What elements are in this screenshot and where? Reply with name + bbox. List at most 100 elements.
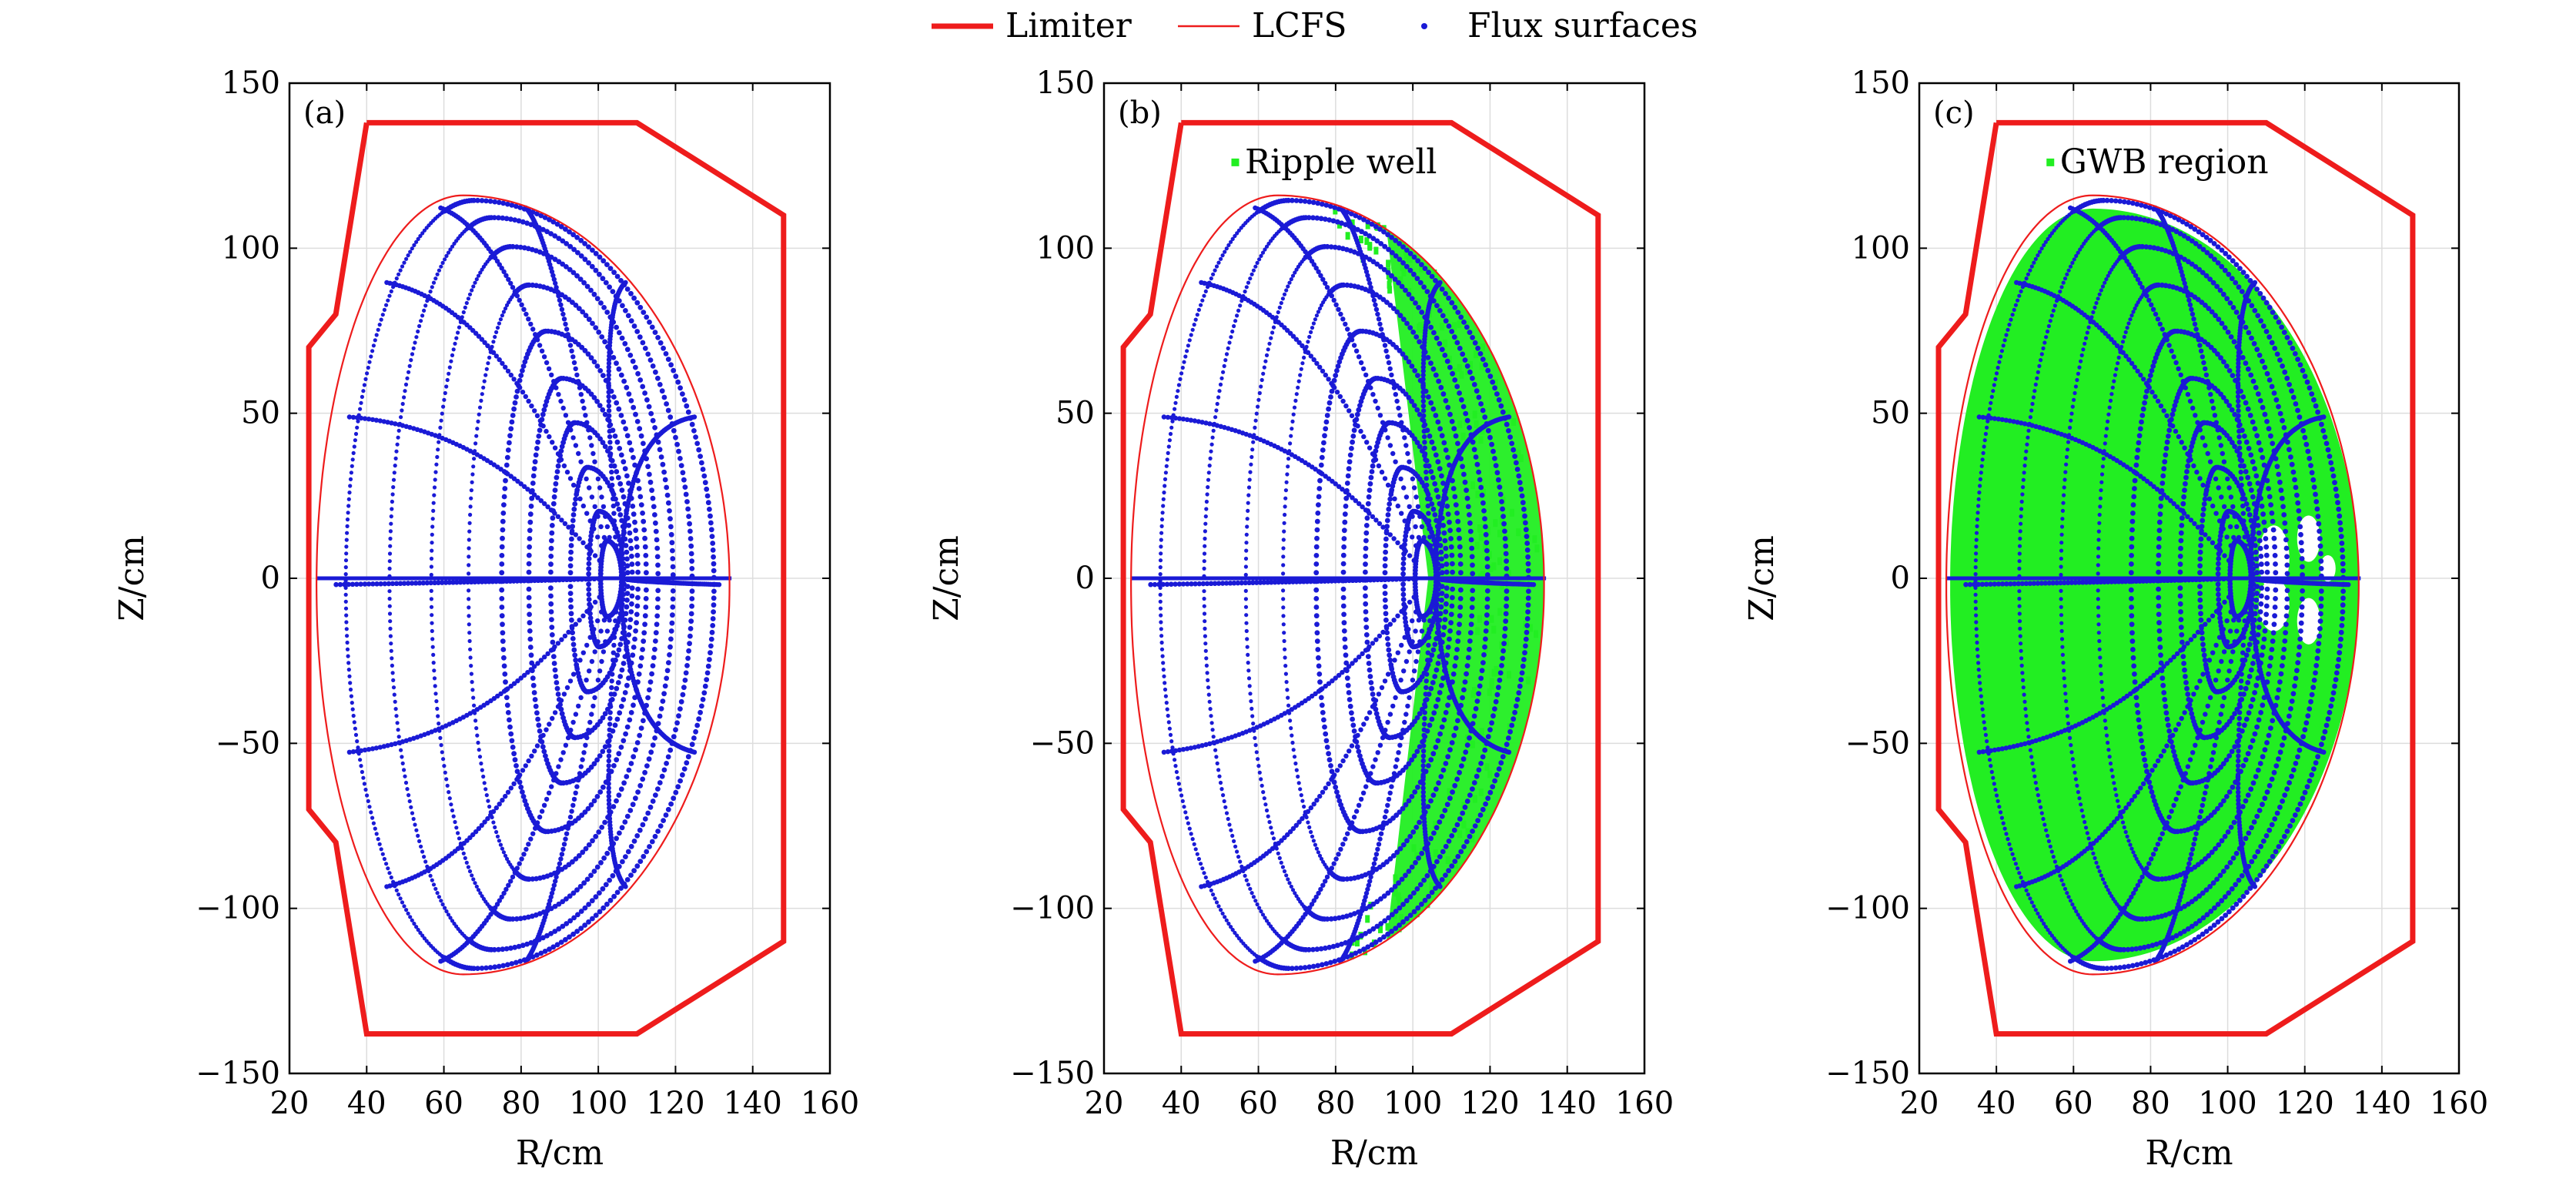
flux-dot: [645, 810, 651, 816]
flux-dot: [606, 385, 611, 390]
flux-dot: [1492, 706, 1497, 712]
flux-dot: [607, 445, 613, 450]
flux-dot: [398, 268, 403, 273]
flux-dot: [406, 911, 410, 916]
flux-dot: [345, 640, 350, 645]
flux-dot: [1367, 233, 1373, 239]
flux-dot: [1393, 253, 1399, 259]
flux-dot: [1404, 916, 1410, 922]
flux-dot: [496, 946, 501, 953]
flux-dot: [541, 354, 547, 360]
flux-dot: [1460, 756, 1467, 762]
flux-dot: [568, 611, 574, 617]
flux-dot: [621, 532, 626, 537]
flux-dot: [1474, 773, 1480, 779]
flux-dot: [1236, 936, 1241, 941]
flux-dot: [685, 506, 691, 512]
flux-dot: [1207, 699, 1212, 704]
flux-dot: [548, 931, 554, 936]
flux-dot: [1165, 707, 1169, 712]
flux-dot: [573, 657, 579, 663]
flux-dot: [617, 710, 623, 716]
ripple-dot: [1465, 828, 1470, 836]
flux-dot: [647, 679, 654, 685]
flux-dot: [587, 719, 593, 725]
flux-dot: [1369, 221, 1375, 227]
flux-dot: [478, 270, 483, 275]
flux-dot: [1158, 592, 1163, 597]
flux-dot: [1451, 334, 1457, 340]
flux-dot: [1254, 411, 1259, 416]
flux-dot: [610, 872, 616, 879]
flux-dot: [1383, 604, 1388, 610]
flux-dot: [1214, 755, 1219, 759]
flux-dot: [1199, 862, 1203, 866]
flux-dot: [1289, 726, 1293, 731]
flux-dot: [1447, 747, 1453, 753]
flux-dot: [1183, 354, 1188, 359]
flux-dot: [1195, 852, 1199, 856]
flux-dot: [532, 697, 538, 702]
flux-dot: [661, 394, 667, 400]
flux-dot: [637, 827, 643, 833]
flux-dot: [1364, 639, 1370, 645]
flux-dot: [1160, 654, 1165, 658]
flux-dot: [498, 317, 503, 322]
flux-dot: [581, 750, 587, 755]
flux-dot: [1451, 426, 1457, 432]
flux-dot: [606, 798, 612, 803]
flux-dot: [1506, 735, 1511, 741]
flux-dot: [1509, 722, 1515, 728]
flux-dot: [1443, 398, 1449, 403]
flux-dot: [345, 524, 350, 529]
flux-dot: [621, 378, 627, 384]
flux-dot: [1457, 613, 1463, 619]
flux-dot: [1335, 794, 1341, 799]
flux-dot: [562, 633, 568, 639]
flux-dot: [1363, 569, 1368, 575]
flux-dot: [578, 926, 584, 931]
flux-dot: [411, 426, 417, 431]
flux-dot: [567, 476, 574, 481]
flux-dot: [622, 633, 627, 639]
flux-dot: [390, 581, 396, 587]
flux-dot: [1406, 869, 1412, 874]
flux-dot: [628, 609, 634, 614]
flux-dot: [1497, 678, 1503, 683]
flux-dot: [1383, 543, 1389, 548]
flux-dot: [396, 422, 402, 427]
flux-dot: [671, 795, 677, 802]
flux-dot: [705, 500, 711, 506]
flux-dot: [520, 768, 526, 773]
flux-dot: [365, 793, 370, 798]
flux-dot: [1262, 796, 1266, 801]
flux-dot: [702, 480, 708, 486]
flux-dot: [1280, 865, 1285, 869]
flux-dot: [1384, 517, 1390, 524]
flux-dot: [1403, 619, 1409, 625]
flux-dot: [648, 410, 654, 417]
flux-dot: [1311, 839, 1316, 843]
flux-dot: [1264, 244, 1270, 249]
flux-dot: [582, 905, 588, 911]
flux-dot: [527, 519, 534, 525]
flux-dot: [1363, 609, 1369, 614]
flux-dot: [1524, 616, 1531, 621]
flux-dot: [1187, 338, 1192, 343]
flux-dot: [550, 944, 557, 950]
flux-dot: [431, 280, 437, 285]
flux-dot: [606, 372, 611, 378]
flux-dot: [607, 732, 612, 738]
flux-dot: [560, 750, 566, 755]
ripple-dot: [1386, 260, 1391, 268]
flux-dot: [1400, 591, 1407, 598]
flux-dot: [1326, 400, 1333, 406]
flux-dot: [618, 703, 624, 709]
flux-dot: [540, 226, 546, 233]
flux-dot: [436, 447, 440, 452]
flux-dot: [693, 728, 698, 735]
flux-dot: [1306, 820, 1310, 825]
flux-dot: [629, 569, 635, 575]
flux-dot: [456, 330, 460, 335]
flux-dot: [493, 805, 499, 811]
